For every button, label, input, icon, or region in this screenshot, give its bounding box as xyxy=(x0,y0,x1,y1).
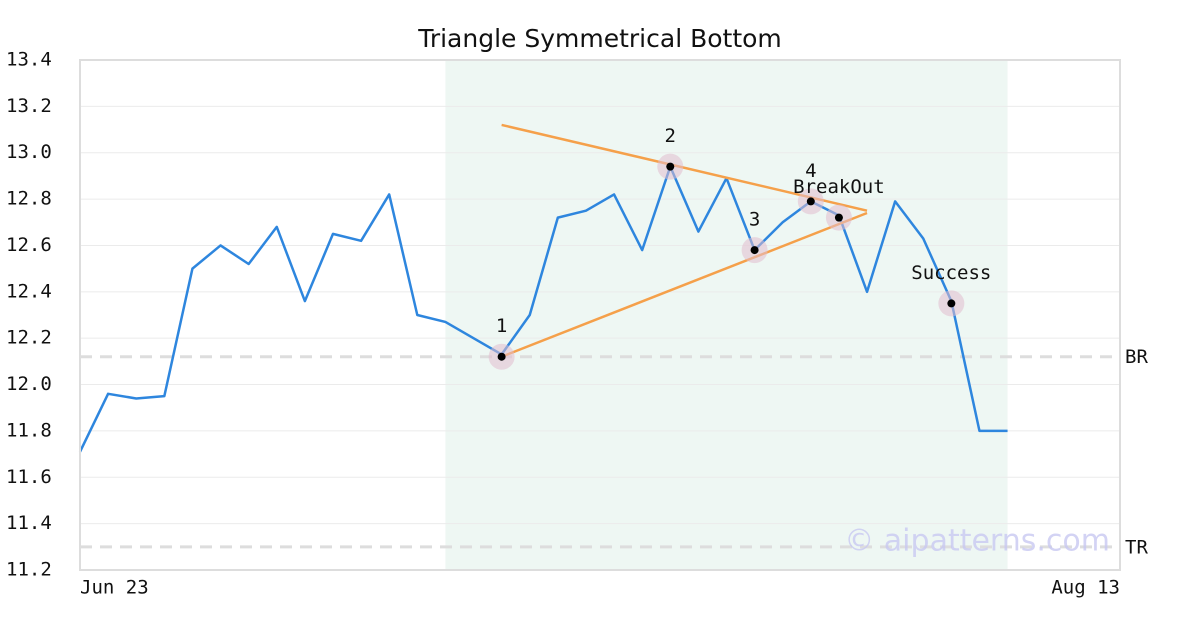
pattern-label: 1 xyxy=(496,315,507,337)
price-line xyxy=(78,165,1008,453)
y-tick-label: 12.8 xyxy=(6,188,52,210)
y-tick-label: 12.4 xyxy=(6,280,52,302)
pattern-point xyxy=(806,197,815,206)
pattern-label: 3 xyxy=(749,209,760,231)
pattern-label: 4 xyxy=(805,160,816,182)
pattern-region xyxy=(445,60,1008,570)
y-tick-label: 11.4 xyxy=(6,512,52,534)
level-label: BR xyxy=(1125,346,1148,368)
y-tick-label: 13.4 xyxy=(6,49,52,71)
pattern-label: 2 xyxy=(665,125,676,147)
y-tick-label: 13.2 xyxy=(6,95,52,117)
pattern-point xyxy=(750,246,759,255)
y-tick-label: 12.6 xyxy=(6,234,52,256)
y-tick-label: 13.0 xyxy=(6,141,52,163)
pattern-label: BreakOut xyxy=(793,176,885,198)
pattern-label: Success xyxy=(911,262,991,284)
x-tick-label: Jun 23 xyxy=(80,577,149,599)
pattern-point xyxy=(947,299,956,308)
x-tick-label: Aug 13 xyxy=(1051,577,1120,599)
y-tick-label: 12.0 xyxy=(6,373,52,395)
plot-frame xyxy=(79,59,1121,571)
y-tick-label: 11.6 xyxy=(6,466,52,488)
pattern-point xyxy=(497,352,506,361)
pattern-point xyxy=(834,213,843,222)
y-tick-label: 11.2 xyxy=(6,559,52,581)
y-tick-label: 11.8 xyxy=(6,419,52,441)
y-tick-label: 12.2 xyxy=(6,327,52,349)
level-label: TR xyxy=(1125,536,1148,558)
pattern-point xyxy=(666,162,675,171)
chart-title: Triangle Symmetrical Bottom xyxy=(417,24,782,53)
watermark: © aipatterns.com xyxy=(844,524,1110,559)
trendline xyxy=(501,211,868,358)
